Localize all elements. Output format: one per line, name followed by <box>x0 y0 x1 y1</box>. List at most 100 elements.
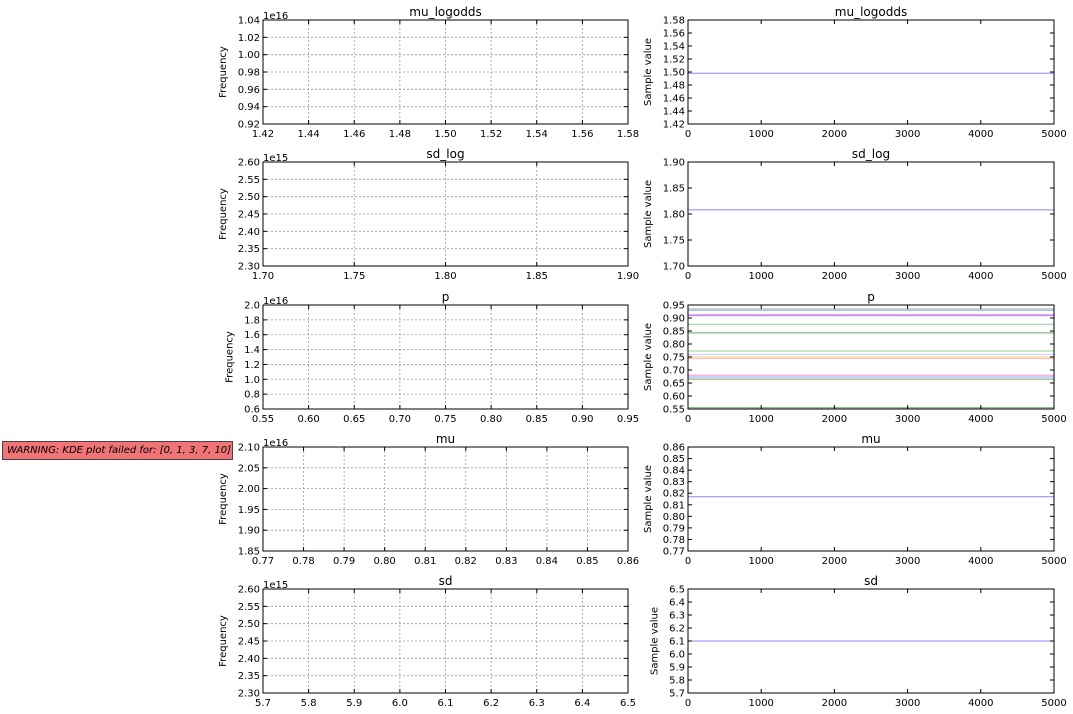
panel-trace-p: 0 1000 2000 3000 4000 5000 0.55 0.60 0.65 0.70 0.7… <box>643 290 1067 425</box>
y-tick-label: 0.90 <box>663 314 685 325</box>
y-tick-label: 0.78 <box>663 535 685 546</box>
x-tick-label: 0.82 <box>455 556 477 567</box>
plot-frame <box>687 446 1055 552</box>
x-tick-label: 1.44 <box>297 129 319 140</box>
panel-title: p <box>867 290 875 304</box>
x-tick-label: 3000 <box>895 414 920 425</box>
y-tick-label: 0.79 <box>663 523 685 534</box>
y-tick-label: 0.80 <box>663 512 685 523</box>
y-tick-label: 1.90 <box>663 158 685 169</box>
panel-title: sd_log <box>852 147 890 161</box>
y-tick-label: 0.96 <box>238 85 260 96</box>
x-tick-label: 6.4 <box>574 698 590 709</box>
x-tick-label: 1000 <box>748 129 773 140</box>
x-tick-label: 2000 <box>822 129 847 140</box>
panel-trace-mu: 0 1000 2000 3000 4000 50000.770.780.790.800.8… <box>643 432 1067 567</box>
x-tick-label: 1.80 <box>434 271 456 282</box>
x-tick-label: 0.65 <box>343 414 365 425</box>
panel-trace-sd_log: 0 1000 2000 3000 4000 5000 1.70 1.75 1.80 1.85 1.9… <box>643 147 1067 282</box>
axis-offset-label: 1e16 <box>263 438 288 449</box>
panel-title: sd_log <box>426 147 464 161</box>
y-axis-label: Frequency <box>224 331 235 383</box>
x-tick-label: 1.70 <box>252 271 274 282</box>
x-tick-label: 0 <box>685 129 691 140</box>
panel-histogram-mu: 0.77 0.78 0.79 0.80 0.81 0.82 0.83 0.84 0.85 0.86… <box>218 432 639 567</box>
y-tick-label: 1.46 <box>663 94 685 105</box>
x-tick-label: 0.85 <box>526 414 548 425</box>
y-axis-label: Sample value <box>643 323 654 391</box>
panel-histogram-sd_log: 1.70 1.75 1.80 1.85 1.90 2.30 2.35 2.40 2.45 2.50… <box>218 147 639 282</box>
x-tick-label: 0.95 <box>617 414 639 425</box>
y-tick-label: 0.85 <box>663 454 685 465</box>
y-tick-label: 5.7 <box>669 689 685 700</box>
x-tick-label: 6.1 <box>438 698 454 709</box>
y-tick-label: 1.02 <box>238 33 260 44</box>
x-tick-label: 4000 <box>968 129 993 140</box>
y-tick-label: 0.95 <box>663 301 685 312</box>
y-tick-label: 1.58 <box>663 16 685 27</box>
x-tick-label: 0.80 <box>480 414 502 425</box>
y-axis-label: Frequency <box>218 188 229 240</box>
x-tick-label: 5000 <box>1041 414 1066 425</box>
y-tick-label: 6.5 <box>669 585 685 596</box>
y-tick-label: 1.50 <box>663 68 685 79</box>
axis-offset-label: 1e16 <box>263 11 288 22</box>
x-tick-label: 0.86 <box>617 556 639 567</box>
x-tick-label: 1000 <box>748 556 773 567</box>
x-tick-label: 5.8 <box>301 698 317 709</box>
x-tick-label: 5.7 <box>255 698 271 709</box>
x-tick-label: 3000 <box>895 129 920 140</box>
x-tick-label: 0 <box>685 414 691 425</box>
y-tick-label: 0.75 <box>663 353 685 364</box>
panel-histogram-sd: 5.7 5.8 5.9 6.0 6.1 6.2 6.3 6.4 6.5 2.30 2.35 2.40 2… <box>218 574 636 709</box>
y-tick-label: 2.00 <box>238 484 260 495</box>
x-tick-label: 1.42 <box>252 129 274 140</box>
y-tick-label: 0.55 <box>663 405 685 416</box>
y-tick-label: 0.83 <box>663 477 685 488</box>
panel-trace-sd: 0 1000 2000 3000 4000 5000 5.7 5.8 5.9 6.0 6.1 6.2 6… <box>649 574 1066 709</box>
x-tick-label: 1.54 <box>526 129 548 140</box>
x-tick-label: 1.85 <box>526 271 548 282</box>
y-axis-label: Sample value <box>643 180 654 248</box>
y-tick-label: 6.3 <box>669 611 685 622</box>
y-tick-label: 1.95 <box>238 505 260 516</box>
y-axis-label: Frequency <box>218 46 229 98</box>
y-tick-label: 2.50 <box>238 192 260 203</box>
x-tick-label: 0 <box>685 556 691 567</box>
y-tick-label: 0.92 <box>238 120 260 131</box>
x-tick-label: 1.48 <box>389 129 411 140</box>
y-tick-label: 1.85 <box>238 547 260 558</box>
x-tick-label: 5.9 <box>346 698 362 709</box>
x-tick-label: 5000 <box>1041 698 1066 709</box>
x-tick-label: 0.84 <box>536 556 558 567</box>
y-tick-label: 1.4 <box>244 345 260 356</box>
y-tick-label: 2.30 <box>238 689 260 700</box>
y-tick-label: 0.80 <box>663 340 685 351</box>
x-tick-label: 1000 <box>748 414 773 425</box>
x-tick-label: 0.85 <box>576 556 598 567</box>
y-tick-label: 1.75 <box>663 236 685 247</box>
panel-title: mu <box>861 432 880 446</box>
y-tick-label: 1.54 <box>663 42 685 53</box>
y-tick-label: 2.40 <box>238 654 260 665</box>
y-tick-label: 0.77 <box>663 547 685 558</box>
y-tick-label: 0.82 <box>663 489 685 500</box>
y-tick-label: 6.2 <box>669 624 685 635</box>
y-tick-label: 0.84 <box>663 466 685 477</box>
y-tick-label: 0.86 <box>663 443 685 454</box>
x-tick-label: 3000 <box>895 556 920 567</box>
x-tick-label: 2000 <box>822 271 847 282</box>
y-tick-label: 2.35 <box>238 671 260 682</box>
panel-title: sd <box>439 574 453 588</box>
y-tick-label: 1.8 <box>244 315 260 326</box>
x-tick-label: 5000 <box>1041 129 1066 140</box>
y-tick-label: 1.70 <box>663 262 685 273</box>
y-tick-label: 2.30 <box>238 262 260 273</box>
y-axis-label: Sample value <box>643 38 654 106</box>
y-tick-label: 0.70 <box>663 366 685 377</box>
y-tick-label: 0.81 <box>663 500 685 511</box>
kde-warning-banner: WARNING: KDE plot failed for: [0, 1, 3, … <box>2 441 233 460</box>
x-tick-label: 4000 <box>968 698 993 709</box>
x-tick-label: 1000 <box>748 698 773 709</box>
y-tick-label: 2.10 <box>238 443 260 454</box>
